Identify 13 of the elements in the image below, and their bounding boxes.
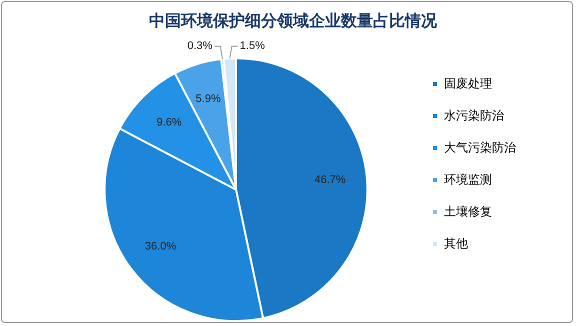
data-label: 1.5% <box>240 40 266 52</box>
data-label: 9.6% <box>156 116 182 129</box>
chart-title: 中国环境保护细分领域企业数量占比情况 <box>149 10 438 30</box>
legend-label: 大气污染防治 <box>444 140 516 154</box>
data-label: 0.3% <box>187 40 213 52</box>
legend-label: 固废处理 <box>444 76 492 90</box>
legend-label: 其他 <box>444 236 468 250</box>
legend-label: 环境监测 <box>444 172 492 186</box>
data-label: 5.9% <box>196 93 221 106</box>
legend-label: 土壤修复 <box>444 204 492 218</box>
legend-label: 水污染防治 <box>444 108 504 122</box>
data-label: 36.0% <box>144 240 176 253</box>
data-label: 46.7% <box>314 174 346 186</box>
